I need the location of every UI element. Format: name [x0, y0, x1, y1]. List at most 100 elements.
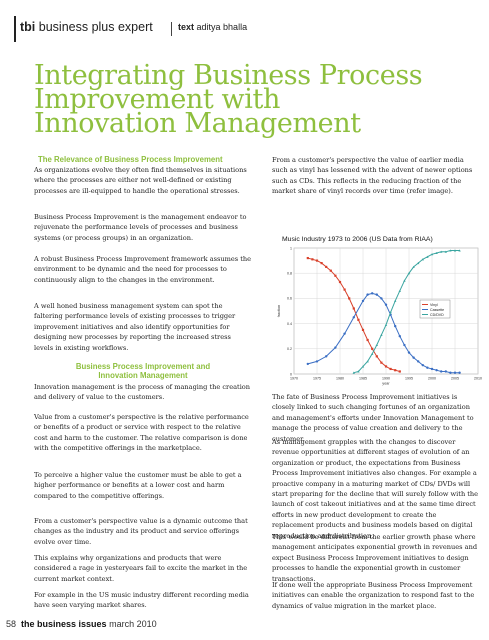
data-point — [380, 297, 383, 300]
data-point — [361, 365, 365, 368]
data-point — [398, 370, 401, 373]
data-point — [306, 362, 309, 366]
data-point — [417, 261, 420, 265]
data-point — [417, 360, 420, 363]
data-point — [444, 370, 447, 373]
data-point — [361, 328, 365, 331]
data-point — [430, 253, 434, 256]
data-point — [426, 255, 429, 258]
data-point — [407, 272, 411, 275]
data-point — [449, 249, 452, 252]
x-tick-label: 1995 — [405, 377, 413, 381]
data-point — [440, 370, 443, 373]
data-point — [435, 369, 438, 372]
y-tick-label: 1 — [290, 246, 292, 250]
subheading-line: Innovation Management — [98, 371, 188, 380]
y-tick-label: 0.2 — [287, 347, 292, 351]
x-tick-label: 1975 — [313, 377, 321, 381]
y-tick-label: 0.6 — [287, 297, 292, 301]
paragraph: From a customer's perspective the value … — [272, 156, 473, 196]
header-rule — [14, 16, 16, 42]
data-point — [325, 355, 328, 358]
data-point — [389, 311, 392, 314]
article-title: Integrating Business Process Improvement… — [34, 62, 434, 139]
paragraph: From a customer's perspective value is a… — [34, 517, 248, 546]
data-point — [343, 332, 346, 335]
page-footer: 58 the business issues march 2010 — [6, 619, 157, 629]
section-title: business plus expert — [38, 20, 153, 34]
x-tick-label: 1990 — [382, 377, 390, 381]
data-point — [357, 370, 360, 373]
title-line: Innovation Management — [34, 108, 361, 139]
paragraph: A well honed business management system … — [34, 302, 236, 352]
paragraph: To perceive a higher value the customer … — [34, 471, 242, 500]
subheading-line: Business Process Improvement and — [75, 362, 211, 371]
header-divider — [171, 22, 172, 36]
data-point — [435, 251, 438, 255]
data-point — [403, 343, 406, 347]
y-tick-label: 0.4 — [287, 322, 292, 326]
data-point — [380, 361, 383, 364]
data-point — [440, 250, 443, 253]
x-tick-label: 1985 — [359, 377, 367, 381]
data-point — [394, 299, 397, 302]
paragraph: This would be different from the earlier… — [272, 533, 478, 583]
y-tick-label: 0 — [290, 372, 292, 376]
data-point — [449, 371, 452, 374]
data-point — [394, 369, 397, 372]
x-axis-label: year — [382, 382, 390, 386]
data-point — [398, 289, 401, 292]
section-brand: tbi — [20, 20, 36, 34]
data-point — [366, 360, 369, 363]
data-point — [375, 293, 378, 296]
paragraph: Value from a customer's perspective is t… — [34, 413, 249, 453]
publication-name: the business issues — [21, 619, 107, 629]
data-point — [311, 258, 314, 261]
paragraph: For example in the US music industry dif… — [34, 591, 249, 610]
author-name: aditya bhalla — [196, 22, 248, 32]
data-point — [384, 365, 388, 368]
data-point — [403, 279, 406, 282]
data-point — [361, 299, 365, 303]
paragraph: This explains why organizations and prod… — [34, 554, 248, 583]
series-line-cassette — [307, 292, 460, 374]
data-point — [315, 360, 319, 363]
data-point — [334, 274, 337, 277]
data-point — [398, 335, 401, 338]
paragraph: A robust Business Process Improvement fr… — [34, 255, 252, 284]
data-point — [352, 316, 355, 319]
data-point — [343, 288, 346, 291]
x-tick-label: 2005 — [451, 377, 459, 381]
data-point — [380, 333, 383, 336]
title-line: Improvement with — [34, 84, 280, 115]
data-point — [315, 259, 319, 262]
legend-entry: Vinyl — [430, 303, 438, 307]
page-number: 58 — [6, 619, 17, 629]
data-point — [407, 351, 411, 354]
data-point — [412, 356, 415, 359]
paragraph: Business Process Improvement is the mana… — [34, 213, 247, 242]
data-point — [320, 262, 323, 265]
data-point — [371, 292, 374, 295]
x-tick-label: 2000 — [428, 377, 436, 381]
x-tick-label: 1980 — [336, 377, 344, 381]
data-point — [357, 318, 360, 321]
data-point — [371, 347, 374, 350]
data-point — [384, 303, 388, 306]
data-point — [458, 249, 461, 252]
legend-entry: Cassette — [430, 308, 444, 312]
data-point — [444, 250, 447, 253]
data-point — [384, 323, 388, 326]
paragraph: As management grapples with the changes … — [272, 438, 479, 540]
paragraph: The fate of Business Process Improvement… — [272, 393, 474, 443]
data-point — [352, 307, 355, 310]
data-point — [453, 371, 457, 374]
data-point — [338, 280, 342, 284]
data-point — [329, 269, 332, 272]
y-axis-label: fraction — [277, 305, 281, 317]
x-tick-label: 1970 — [290, 377, 298, 381]
music-industry-chart: 1970 1975 1980 1985 1990 1995 2000 2005 2010 0 0.2… — [277, 246, 482, 386]
paragraph: If done well the appropriate Business Pr… — [272, 581, 475, 610]
section-label: tbi business plus expert — [20, 20, 153, 34]
data-point — [325, 265, 328, 268]
